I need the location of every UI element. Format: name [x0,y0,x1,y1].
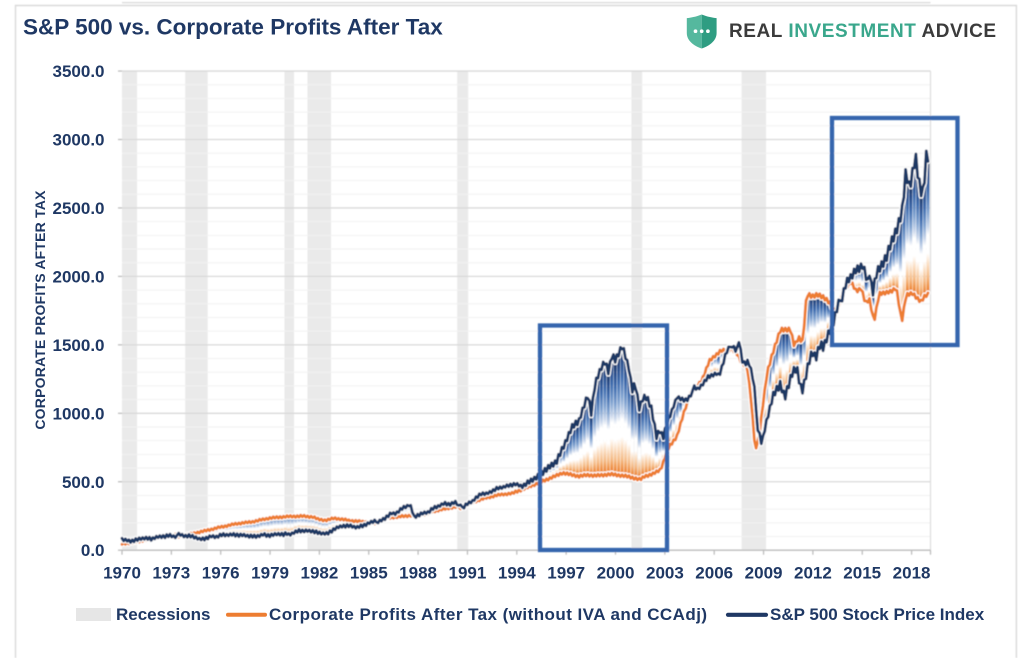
svg-text:1991: 1991 [448,564,486,583]
svg-text:1994: 1994 [498,564,536,583]
svg-text:2012: 2012 [794,564,832,583]
svg-text:CORPORATE PROFITS AFTER TAX: CORPORATE PROFITS AFTER TAX [32,190,48,430]
svg-text:500.0: 500.0 [62,473,105,492]
svg-text:1000.0: 1000.0 [53,404,105,423]
svg-text:2000.0: 2000.0 [53,267,105,286]
svg-text:1982: 1982 [300,564,338,583]
svg-text:S&P 500 Stock Price Index: S&P 500 Stock Price Index [770,605,985,624]
svg-text:1976: 1976 [202,564,240,583]
svg-text:1500.0: 1500.0 [53,336,105,355]
svg-text:1970: 1970 [103,564,141,583]
svg-text:3500.0: 3500.0 [53,62,105,81]
svg-text:0.0: 0.0 [81,541,105,560]
svg-text:1988: 1988 [399,564,437,583]
svg-text:2003: 2003 [646,564,684,583]
svg-text:2006: 2006 [695,564,733,583]
svg-text:S&P 500 vs. Corporate Profits: S&P 500 vs. Corporate Profits After Tax [23,15,443,40]
svg-text:1979: 1979 [251,564,289,583]
svg-text:2500.0: 2500.0 [53,199,105,218]
svg-text:2015: 2015 [843,564,881,583]
svg-text:1973: 1973 [152,564,190,583]
svg-text:Corporate Profits After Tax (w: Corporate Profits After Tax (without IVA… [269,605,708,624]
svg-text:2009: 2009 [745,564,783,583]
svg-text:1997: 1997 [547,564,585,583]
svg-text:1985: 1985 [350,564,388,583]
svg-text:3000.0: 3000.0 [53,131,105,150]
svg-text:2000: 2000 [597,564,635,583]
svg-text:Recessions: Recessions [116,605,211,624]
svg-text:REAL INVESTMENT ADVICE: REAL INVESTMENT ADVICE [729,21,997,42]
svg-text:2018: 2018 [893,564,931,583]
